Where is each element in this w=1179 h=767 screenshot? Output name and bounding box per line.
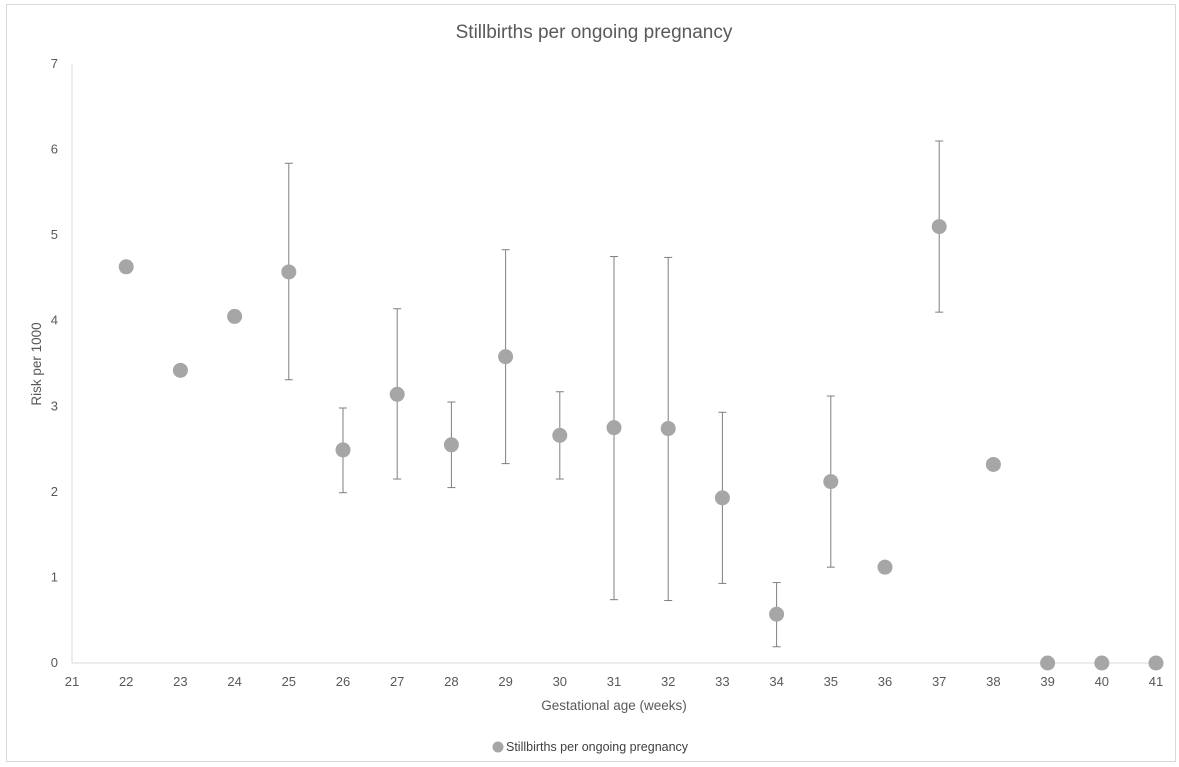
data-point	[227, 308, 243, 324]
x-tick-label: 27	[390, 674, 404, 689]
data-point	[498, 349, 514, 365]
y-tick-label: 6	[51, 142, 58, 157]
y-tick-label: 7	[51, 56, 58, 71]
error-bars	[284, 140, 944, 648]
data-point	[389, 386, 405, 402]
data-point	[1148, 655, 1164, 671]
x-tick-label: 35	[824, 674, 838, 689]
x-tick-label: 29	[498, 674, 512, 689]
chart-title: Stillbirths per ongoing pregnancy	[456, 22, 733, 43]
x-tick-label: 28	[444, 674, 458, 689]
x-tick-label: 39	[1040, 674, 1054, 689]
x-tick-label: 34	[769, 674, 783, 689]
data-point	[931, 219, 947, 235]
y-tick-label: 5	[51, 227, 58, 242]
x-tick-label: 23	[173, 674, 187, 689]
x-tick-label: 41	[1149, 674, 1163, 689]
data-point	[443, 437, 459, 453]
y-tick-label: 2	[51, 484, 58, 499]
x-tick-label: 26	[336, 674, 350, 689]
data-point	[660, 421, 676, 437]
x-tick-label: 22	[119, 674, 133, 689]
x-tick-label: 31	[607, 674, 621, 689]
data-point	[172, 362, 188, 378]
x-tick-label: 30	[553, 674, 567, 689]
y-axis-title: Risk per 1000	[29, 322, 44, 405]
data-points	[118, 219, 1164, 671]
data-point	[552, 427, 568, 443]
y-tick-label: 0	[51, 655, 58, 670]
legend: Stillbirths per ongoing pregnancy	[492, 740, 689, 754]
data-point	[985, 456, 1001, 472]
x-tick-label: 33	[715, 674, 729, 689]
data-point	[118, 259, 134, 275]
x-tick-label: 21	[65, 674, 79, 689]
x-tick-label: 38	[986, 674, 1000, 689]
data-point	[769, 606, 785, 622]
legend-label: Stillbirths per ongoing pregnancy	[506, 740, 689, 754]
data-point	[1094, 655, 1110, 671]
chart-frame	[6, 4, 1176, 762]
x-tick-labels: 21 22 23 24 25 26 27 28 29 30 31 32 33 34 35 36 37 38 39 40…	[65, 674, 1163, 689]
x-axis-title: Gestational age (weeks)	[541, 698, 687, 713]
x-tick-label: 25	[282, 674, 296, 689]
data-point	[823, 474, 839, 490]
y-tick-labels: 0 1 2 3 4 5 6 7	[51, 56, 58, 670]
legend-marker	[492, 741, 504, 753]
data-point	[877, 559, 893, 575]
x-tick-label: 32	[661, 674, 675, 689]
y-tick-label: 4	[51, 313, 58, 328]
y-tick-label: 1	[51, 569, 58, 584]
data-point	[335, 442, 351, 458]
data-point	[714, 490, 730, 506]
x-tick-label: 36	[878, 674, 892, 689]
x-tick-label: 40	[1095, 674, 1109, 689]
data-point	[1040, 655, 1056, 671]
x-tick-label: 37	[932, 674, 946, 689]
x-tick-label: 24	[227, 674, 241, 689]
y-tick-label: 3	[51, 398, 58, 413]
data-point	[606, 420, 622, 436]
data-point	[281, 264, 297, 280]
